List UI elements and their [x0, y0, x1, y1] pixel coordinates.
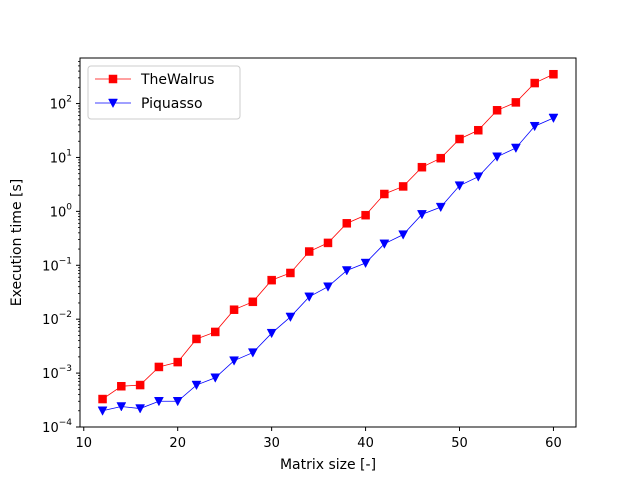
data-point-piquasso	[97, 406, 108, 416]
x-axis-label: Matrix size [-]	[280, 457, 376, 473]
legend-marker-piquasso	[108, 98, 118, 109]
data-point-piquasso	[379, 239, 390, 249]
data-point-piquasso	[341, 266, 352, 276]
data-point-piquasso	[510, 143, 521, 154]
data-point-piquasso	[360, 258, 371, 269]
y-axis-label: Execution time [s]	[9, 179, 25, 306]
x-axis: 10 20 30 40 50 60	[75, 427, 562, 451]
y-tick-label: 101	[50, 148, 72, 166]
data-point-thewalrus	[492, 106, 502, 115]
data-point-piquasso	[191, 380, 202, 391]
series-layer	[97, 69, 559, 416]
data-point-thewalrus	[398, 182, 408, 191]
x-tick-label: 50	[451, 436, 468, 451]
x-tick-label: 40	[357, 436, 374, 451]
data-point-piquasso	[172, 397, 183, 407]
data-point-piquasso	[247, 348, 258, 358]
data-point-thewalrus	[135, 380, 145, 390]
data-point-piquasso	[323, 282, 333, 292]
data-point-thewalrus	[417, 162, 427, 172]
data-point-piquasso	[435, 202, 446, 213]
data-point-thewalrus	[323, 238, 333, 248]
data-point-thewalrus	[286, 268, 295, 278]
data-point-thewalrus	[304, 247, 314, 256]
data-point-piquasso	[417, 210, 427, 220]
x-tick-label: 20	[169, 436, 186, 451]
data-point-thewalrus	[455, 134, 464, 144]
data-point-thewalrus	[436, 153, 445, 163]
data-point-piquasso	[285, 312, 296, 322]
legend-label-thewalrus: TheWalrus	[140, 72, 214, 88]
y-axis: 10−4 10−3 10−2 10−1 100 101 102	[42, 61, 80, 436]
data-point-thewalrus	[211, 327, 220, 337]
data-point-thewalrus	[267, 275, 276, 285]
data-point-piquasso	[135, 404, 146, 414]
data-point-thewalrus	[380, 189, 389, 199]
y-tick-label: 10−1	[42, 256, 72, 274]
legend-entry-piquasso: Piquasso	[95, 96, 203, 112]
data-point-thewalrus	[248, 297, 258, 307]
x-tick-label: 60	[545, 436, 562, 451]
series-line-piquasso	[102, 117, 554, 412]
y-tick-label: 100	[50, 202, 73, 220]
x-tick-label: 10	[75, 436, 92, 451]
data-point-thewalrus	[549, 69, 558, 79]
data-point-thewalrus	[192, 334, 201, 344]
data-point-piquasso	[548, 113, 559, 124]
data-point-thewalrus	[342, 219, 352, 228]
data-point-thewalrus	[361, 210, 370, 220]
data-point-thewalrus	[511, 98, 521, 107]
legend: TheWalrus Piquasso	[87, 65, 241, 120]
data-point-thewalrus	[98, 394, 107, 404]
plot-frame	[79, 57, 577, 428]
legend-entry-thewalrus: TheWalrus	[95, 72, 214, 88]
y-tick-label: 10−3	[42, 364, 72, 382]
y-tick-label: 10−4	[42, 418, 72, 436]
data-point-thewalrus	[117, 382, 126, 391]
data-point-piquasso	[492, 152, 503, 162]
data-point-thewalrus	[154, 362, 164, 372]
data-point-piquasso	[266, 328, 277, 339]
data-point-piquasso	[473, 172, 484, 182]
data-point-piquasso	[304, 292, 315, 302]
x-tick-label: 30	[263, 436, 280, 451]
legend-marker-thewalrus	[108, 74, 118, 84]
data-point-piquasso	[116, 402, 127, 412]
data-point-piquasso	[529, 121, 540, 132]
legend-label-piquasso: Piquasso	[141, 96, 203, 112]
data-point-thewalrus	[474, 125, 483, 135]
data-point-thewalrus	[229, 305, 239, 314]
y-tick-label: 10−2	[42, 310, 72, 328]
data-point-thewalrus	[530, 78, 539, 88]
data-point-piquasso	[398, 230, 409, 240]
series-line-thewalrus	[102, 73, 554, 400]
data-point-thewalrus	[173, 357, 182, 367]
data-point-piquasso	[229, 356, 239, 366]
y-tick-label: 102	[50, 95, 72, 113]
data-point-piquasso	[153, 397, 164, 407]
data-point-piquasso	[210, 373, 221, 383]
data-point-piquasso	[454, 181, 465, 191]
